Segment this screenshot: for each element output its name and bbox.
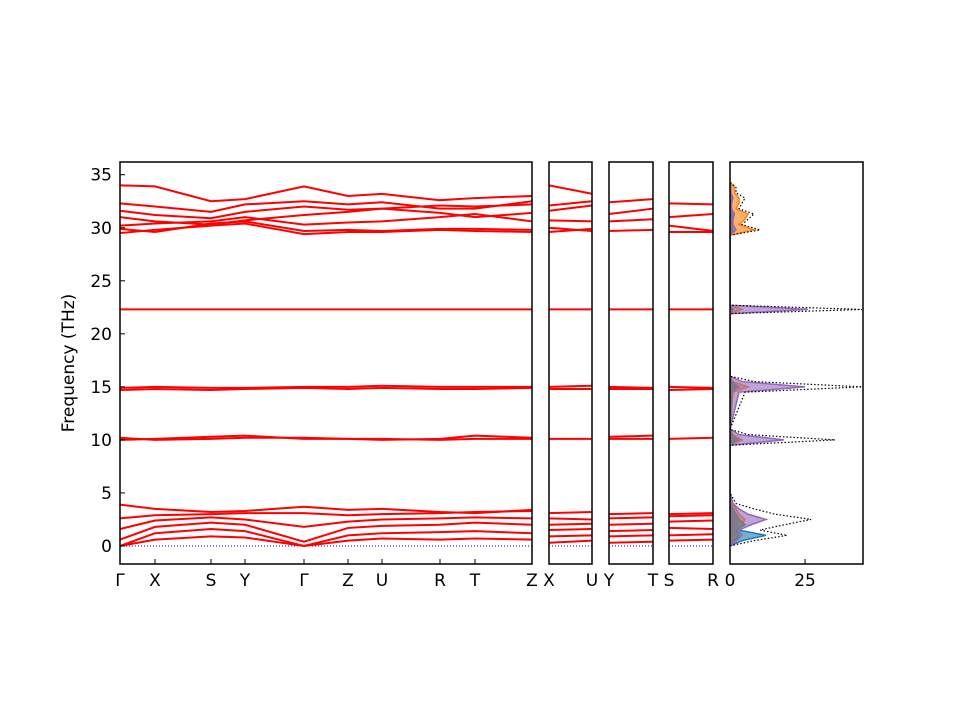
band-line — [549, 184, 592, 195]
band-line — [669, 202, 713, 206]
band-line — [609, 207, 653, 215]
y-tick-label: 30 — [90, 219, 112, 239]
plot-area — [609, 198, 653, 547]
y-tick-label: 0 — [101, 537, 112, 557]
y-tick-label: 5 — [101, 484, 112, 504]
band-line — [669, 385, 713, 389]
band-line — [549, 384, 592, 388]
band-line — [120, 207, 532, 226]
band-line — [549, 511, 592, 515]
band-line — [669, 538, 713, 542]
dos-line — [730, 182, 809, 547]
band-line — [549, 204, 592, 212]
plot-area — [549, 184, 592, 547]
x-tick-label: X — [543, 571, 555, 591]
y-tick-label: 15 — [90, 378, 112, 398]
y-tick-label: 20 — [90, 325, 112, 345]
dos-line — [730, 182, 767, 547]
x-tick-label: U — [376, 571, 388, 591]
band-line — [609, 198, 653, 204]
x-tick-label: Y — [603, 571, 615, 591]
y-axis-label: Frequency (THz) — [59, 294, 79, 433]
panel-frame — [729, 161, 864, 565]
band-line — [669, 519, 713, 523]
band-line — [549, 200, 592, 207]
band-line — [120, 521, 532, 543]
band-line — [120, 516, 532, 530]
band-line — [609, 218, 653, 223]
band-line — [549, 219, 592, 223]
band-line — [120, 220, 532, 234]
band-line — [609, 516, 653, 520]
band-line — [120, 386, 532, 392]
panel-frame — [119, 161, 533, 565]
dos-line — [730, 182, 747, 547]
band-line — [609, 512, 653, 516]
band-line — [609, 385, 653, 389]
band-line — [609, 529, 653, 533]
dos-line — [730, 181, 863, 547]
band-line — [549, 227, 592, 234]
band-line — [120, 535, 532, 547]
x-tick-label: Γ — [299, 571, 309, 591]
band-line — [120, 184, 532, 203]
plot-area — [120, 184, 532, 547]
band-line — [609, 522, 653, 526]
band-line — [549, 527, 592, 532]
band-line — [609, 534, 653, 538]
band-line — [669, 514, 713, 518]
band-line — [120, 384, 532, 389]
panel-frame — [608, 161, 654, 565]
x-tick-label: X — [149, 571, 161, 591]
band-line — [669, 224, 713, 232]
y-tick-label: 35 — [90, 166, 112, 186]
band-line — [669, 212, 713, 219]
band-line — [669, 436, 713, 440]
band-line — [669, 387, 713, 392]
x-tick-label: Z — [342, 571, 354, 591]
x-tick-label: 25 — [794, 571, 816, 591]
y-tick-label: 10 — [90, 431, 112, 451]
band-line — [120, 503, 532, 515]
x-tick-label: Γ — [115, 571, 125, 591]
band-line — [120, 203, 532, 220]
x-tick-label: T — [469, 571, 481, 591]
x-tick-label: S — [206, 571, 217, 591]
band-line — [549, 226, 592, 232]
band-line — [120, 200, 532, 213]
band-line — [120, 436, 532, 441]
band-line — [669, 533, 713, 537]
x-tick-label: U — [586, 571, 598, 591]
panel-frame — [668, 161, 714, 565]
band-line — [549, 522, 592, 526]
x-tick-label: Y — [239, 571, 251, 591]
panel-frame — [548, 161, 593, 565]
band-line — [669, 526, 713, 530]
x-tick-label: R — [434, 571, 446, 591]
band-line — [549, 517, 592, 521]
band-line — [609, 228, 653, 232]
band-line — [549, 534, 592, 538]
y-tick-label: 25 — [90, 272, 112, 292]
plot-area — [669, 202, 713, 547]
x-tick-label: S — [664, 571, 675, 591]
x-tick-label: 0 — [725, 571, 736, 591]
band-line — [120, 527, 532, 547]
dos-line — [730, 181, 757, 547]
band-line — [669, 512, 713, 516]
band-line — [609, 540, 653, 544]
plot-area — [730, 181, 863, 547]
x-tick-label: Z — [526, 571, 538, 591]
band-line — [549, 539, 592, 544]
x-tick-label: T — [647, 571, 659, 591]
x-tick-label: R — [707, 571, 719, 591]
band-line — [609, 434, 653, 438]
